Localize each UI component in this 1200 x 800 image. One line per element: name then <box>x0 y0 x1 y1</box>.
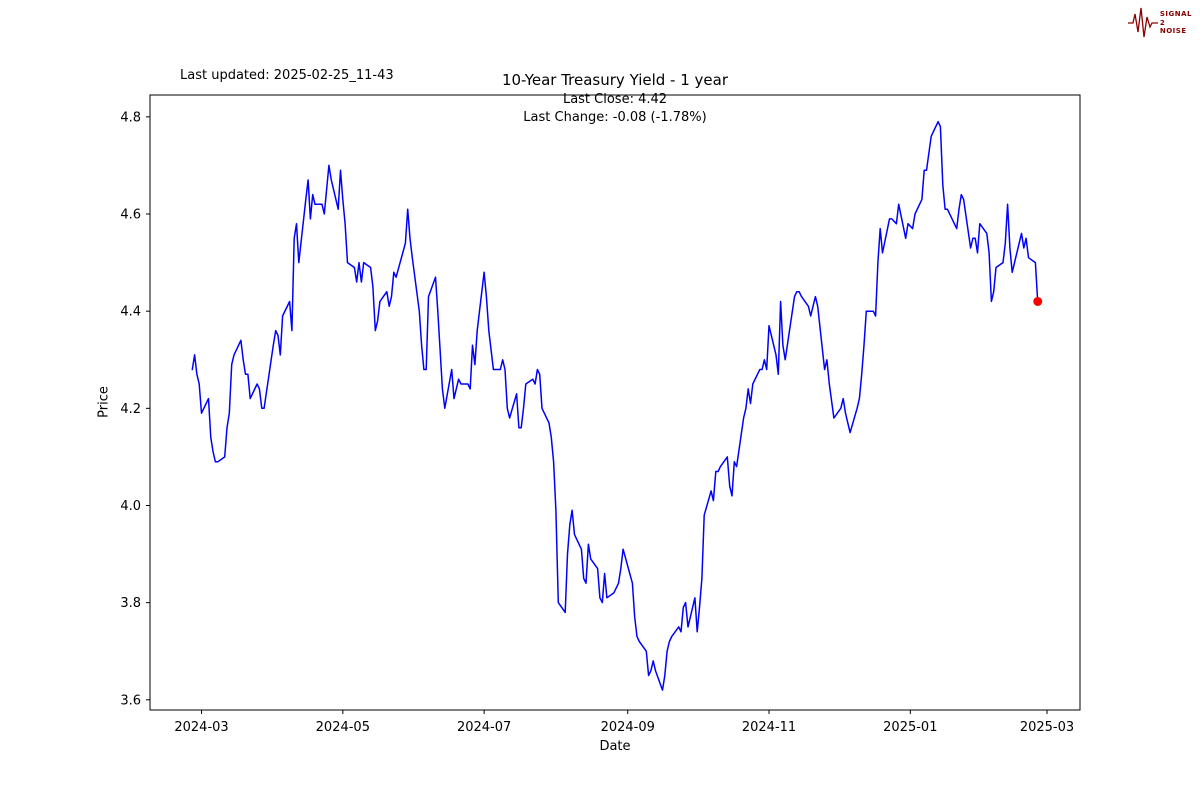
plot-border <box>149 94 1081 711</box>
logo-text-noise: NOISE <box>1159 27 1187 36</box>
y-tick-label: 4.4 <box>120 305 141 320</box>
y-tick-label: 4.6 <box>120 208 141 223</box>
y-tick-label: 3.6 <box>120 693 141 708</box>
last-point-marker <box>1033 296 1043 306</box>
logo-text-2: 2 <box>1159 18 1166 27</box>
x-tick-label: 2025-03 <box>1020 720 1074 735</box>
chart-title: 10-Year Treasury Yield - 1 year <box>501 71 729 89</box>
logo-text-signal: SIGNAL <box>1159 9 1192 18</box>
x-tick-label: 2025-01 <box>883 720 937 735</box>
s2n-logo: SIGNAL 2 NOISE <box>1127 4 1192 42</box>
x-tick-label: 2024-09 <box>601 720 655 735</box>
last-close-label: Last Close: 4.42 <box>562 92 668 107</box>
x-tick-label: 2024-07 <box>457 720 511 735</box>
y-tick-label: 3.8 <box>120 596 141 611</box>
y-tick-label: 4.0 <box>120 499 141 514</box>
last-change-label: Last Change: -0.08 (-1.78%) <box>523 110 707 125</box>
x-tick-label: 2024-03 <box>174 720 228 735</box>
yield-line <box>191 120 1039 691</box>
x-tick-label: 2024-05 <box>316 720 370 735</box>
logo-text: SIGNAL 2 NOISE <box>1160 10 1192 36</box>
y-tick-label: 4.2 <box>120 402 141 417</box>
waveform-icon <box>1127 7 1158 38</box>
y-tick-label: 4.8 <box>120 110 141 125</box>
x-tick-label: 2024-11 <box>742 720 796 735</box>
x-axis-label: Date <box>599 739 631 754</box>
last-updated-label: Last updated: 2025-02-25_11-43 <box>180 68 394 83</box>
